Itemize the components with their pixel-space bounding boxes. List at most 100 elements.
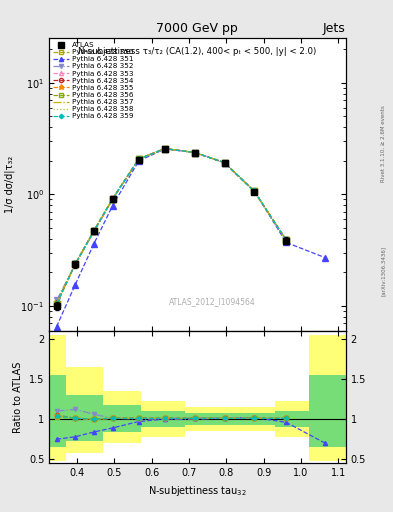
Line: Pythia 6.428 352: Pythia 6.428 352	[54, 146, 289, 303]
Pythia 6.428 350	[136, 156, 141, 162]
Line: Pythia 6.428 350: Pythia 6.428 350	[54, 146, 289, 307]
Pythia 6.428 355	[73, 261, 77, 267]
Pythia 6.428 350	[110, 196, 115, 202]
Text: N-subjettiness τ₃/τ₂ (CA(1.2), 400< pₜ < 500, |y| < 2.0): N-subjettiness τ₃/τ₂ (CA(1.2), 400< pₜ <…	[78, 47, 317, 56]
Text: Rivet 3.1.10, ≥ 2.6M events: Rivet 3.1.10, ≥ 2.6M events	[381, 105, 386, 182]
Pythia 6.428 356	[252, 188, 257, 195]
Pythia 6.428 359	[73, 261, 77, 267]
Pythia 6.428 353	[136, 156, 141, 162]
Pythia 6.428 357	[252, 188, 257, 195]
Pythia 6.428 358	[192, 150, 197, 156]
Pythia 6.428 353	[73, 261, 77, 267]
Pythia 6.428 354	[162, 145, 167, 152]
Pythia 6.428 352	[110, 196, 115, 202]
Text: 7000 GeV pp: 7000 GeV pp	[156, 22, 237, 34]
Pythia 6.428 357	[136, 156, 141, 162]
Pythia 6.428 353	[284, 237, 288, 243]
Pythia 6.428 355	[54, 301, 59, 307]
Pythia 6.428 353	[192, 150, 197, 156]
Pythia 6.428 359	[110, 196, 115, 202]
Pythia 6.428 359	[222, 160, 227, 166]
Pythia 6.428 350	[54, 302, 59, 308]
Pythia 6.428 351	[73, 282, 77, 288]
Pythia 6.428 356	[54, 301, 59, 307]
Line: Pythia 6.428 356: Pythia 6.428 356	[54, 146, 289, 307]
Text: Jets: Jets	[322, 22, 345, 34]
Pythia 6.428 354	[92, 228, 96, 234]
Pythia 6.428 356	[92, 228, 96, 234]
Pythia 6.428 357	[284, 237, 288, 243]
Pythia 6.428 358	[54, 301, 59, 307]
Pythia 6.428 350	[252, 188, 257, 195]
Pythia 6.428 350	[192, 150, 197, 156]
Pythia 6.428 352	[284, 237, 288, 243]
Pythia 6.428 352	[136, 156, 141, 162]
Pythia 6.428 354	[136, 156, 141, 162]
Pythia 6.428 359	[54, 301, 59, 307]
Pythia 6.428 358	[92, 228, 96, 234]
Pythia 6.428 353	[110, 196, 115, 202]
Pythia 6.428 351	[252, 188, 257, 194]
Pythia 6.428 354	[73, 261, 77, 267]
Pythia 6.428 359	[136, 156, 141, 162]
Line: Pythia 6.428 353: Pythia 6.428 353	[54, 146, 289, 307]
Pythia 6.428 358	[73, 261, 77, 267]
Pythia 6.428 359	[162, 145, 167, 152]
X-axis label: N-subjettiness tau$_{32}$: N-subjettiness tau$_{32}$	[148, 484, 247, 498]
Line: Pythia 6.428 357: Pythia 6.428 357	[57, 148, 286, 304]
Pythia 6.428 356	[73, 261, 77, 267]
Line: Pythia 6.428 355: Pythia 6.428 355	[53, 145, 290, 307]
Pythia 6.428 350	[222, 160, 227, 166]
Pythia 6.428 354	[192, 150, 197, 156]
Pythia 6.428 352	[73, 261, 77, 267]
Pythia 6.428 355	[110, 196, 115, 202]
Pythia 6.428 359	[192, 150, 197, 156]
Pythia 6.428 356	[110, 196, 115, 202]
Line: Pythia 6.428 354: Pythia 6.428 354	[54, 146, 289, 306]
Pythia 6.428 358	[136, 156, 141, 162]
Pythia 6.428 354	[252, 188, 257, 195]
Pythia 6.428 351	[54, 324, 59, 330]
Pythia 6.428 357	[92, 228, 96, 234]
Pythia 6.428 357	[110, 196, 115, 202]
Pythia 6.428 354	[222, 160, 227, 166]
Pythia 6.428 353	[222, 160, 227, 166]
Pythia 6.428 352	[92, 229, 96, 235]
Pythia 6.428 355	[222, 160, 227, 166]
Pythia 6.428 352	[162, 145, 167, 152]
Pythia 6.428 358	[284, 237, 288, 243]
Pythia 6.428 354	[110, 196, 115, 202]
Legend: ATLAS, Pythia 6.428 350, Pythia 6.428 351, Pythia 6.428 352, Pythia 6.428 353, P: ATLAS, Pythia 6.428 350, Pythia 6.428 35…	[51, 40, 134, 121]
Pythia 6.428 352	[222, 160, 227, 166]
Pythia 6.428 357	[73, 261, 77, 267]
Y-axis label: Ratio to ATLAS: Ratio to ATLAS	[13, 361, 23, 433]
Pythia 6.428 351	[284, 240, 288, 246]
Pythia 6.428 355	[284, 237, 288, 243]
Pythia 6.428 358	[222, 160, 227, 166]
Line: Pythia 6.428 359: Pythia 6.428 359	[55, 146, 288, 306]
Pythia 6.428 357	[222, 160, 227, 166]
Pythia 6.428 355	[252, 188, 257, 195]
Line: Pythia 6.428 358: Pythia 6.428 358	[57, 148, 286, 304]
Pythia 6.428 351	[222, 160, 227, 166]
Pythia 6.428 356	[192, 150, 197, 156]
Pythia 6.428 351	[323, 254, 328, 261]
Y-axis label: 1/σ dσ/d|τ₃₂: 1/σ dσ/d|τ₃₂	[4, 156, 15, 213]
Pythia 6.428 350	[73, 261, 77, 267]
Pythia 6.428 354	[54, 301, 59, 307]
Pythia 6.428 355	[92, 228, 96, 234]
Pythia 6.428 350	[162, 145, 167, 152]
Pythia 6.428 359	[284, 237, 288, 243]
Pythia 6.428 354	[284, 237, 288, 243]
Pythia 6.428 351	[162, 146, 167, 152]
Pythia 6.428 351	[110, 203, 115, 209]
Pythia 6.428 359	[92, 228, 96, 234]
Pythia 6.428 355	[192, 150, 197, 156]
Pythia 6.428 356	[284, 237, 288, 243]
Pythia 6.428 353	[92, 228, 96, 234]
Pythia 6.428 353	[54, 301, 59, 307]
Pythia 6.428 359	[252, 188, 257, 195]
Pythia 6.428 358	[162, 145, 167, 152]
Pythia 6.428 356	[222, 160, 227, 166]
Pythia 6.428 357	[192, 150, 197, 156]
